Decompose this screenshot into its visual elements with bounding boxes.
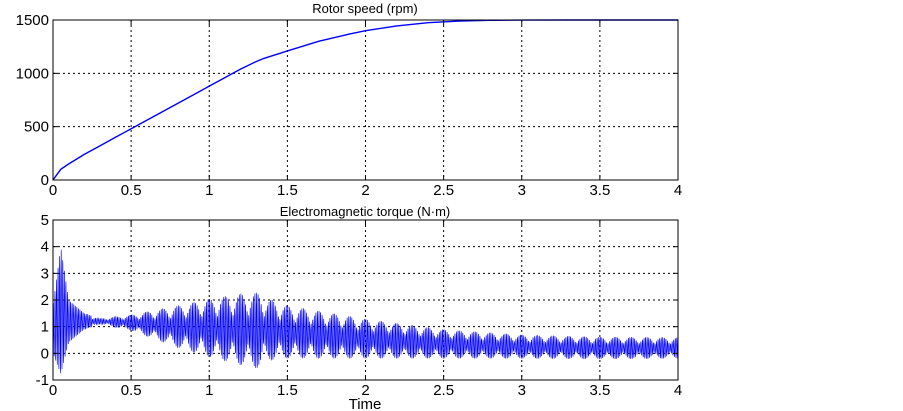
torque-x-tick-label: 0 bbox=[49, 382, 57, 399]
torque-y-tick-label: -1 bbox=[36, 372, 49, 389]
torque-y-tick-label: 4 bbox=[41, 239, 49, 256]
speed-x-tick-label: 1 bbox=[205, 182, 213, 199]
speed-x-tick-label: 3.5 bbox=[589, 182, 610, 199]
torque-title: Electromagnetic torque (N·m) bbox=[280, 204, 451, 219]
speed-x-tick-label: 2.5 bbox=[433, 182, 454, 199]
rotor-speed-grid bbox=[53, 20, 678, 180]
speed-y-tick-label: 1000 bbox=[16, 65, 49, 82]
torque-y-tick-label: 2 bbox=[41, 292, 49, 309]
speed-y-tick-label: 1500 bbox=[16, 12, 49, 29]
speed-x-tick-label: 0 bbox=[49, 182, 57, 199]
torque-y-tick-label: 1 bbox=[41, 319, 49, 336]
torque-x-axis-label: Time bbox=[349, 396, 382, 411]
torque-x-tick-label: 3 bbox=[518, 382, 526, 399]
torque-x-ticks: 0 0.5 1 1.5 2 2.5 3 3.5 4 bbox=[49, 220, 682, 399]
torque-x-tick-label: 1 bbox=[205, 382, 213, 399]
torque-y-ticks: -1 0 1 2 3 4 5 bbox=[36, 212, 678, 389]
speed-x-tick-label: 2 bbox=[361, 182, 369, 199]
rotor-speed-title: Rotor speed (rpm) bbox=[312, 1, 417, 16]
torque-series-line bbox=[52, 249, 679, 374]
torque-y-tick-label: 3 bbox=[41, 265, 49, 282]
torque-x-tick-label: 4 bbox=[674, 382, 682, 399]
speed-x-tick-label: 0.5 bbox=[121, 182, 142, 199]
torque-x-tick-label: 1.5 bbox=[277, 382, 298, 399]
rotor-speed-x-ticks: 0 0.5 1 1.5 2 2.5 3 3.5 4 bbox=[49, 20, 682, 199]
torque-x-tick-label: 0.5 bbox=[121, 382, 142, 399]
torque-x-tick-label: 3.5 bbox=[589, 382, 610, 399]
torque-line-group bbox=[52, 249, 679, 374]
rotor-speed-chart: Rotor speed (rpm) 0 0.5 1 1.5 2 2.5 3 3.5 4 0 500… bbox=[16, 1, 683, 199]
rotor-speed-y-ticks: 0 500 1000 1500 bbox=[16, 12, 678, 189]
speed-y-tick-label: 0 bbox=[41, 172, 49, 189]
torque-y-tick-label: 0 bbox=[41, 345, 49, 362]
speed-y-tick-label: 500 bbox=[24, 119, 49, 136]
torque-x-tick-label: 2.5 bbox=[433, 382, 454, 399]
torque-x-tick-label: 2 bbox=[361, 382, 369, 399]
speed-x-tick-label: 1.5 bbox=[277, 182, 298, 199]
speed-x-tick-label: 4 bbox=[674, 182, 682, 199]
torque-grid bbox=[53, 220, 678, 380]
torque-chart: Electromagnetic torque (N·m) 0 0.5 1 1.5 2 2.… bbox=[36, 204, 683, 411]
speed-x-tick-label: 3 bbox=[518, 182, 526, 199]
torque-y-tick-label: 5 bbox=[41, 212, 49, 229]
